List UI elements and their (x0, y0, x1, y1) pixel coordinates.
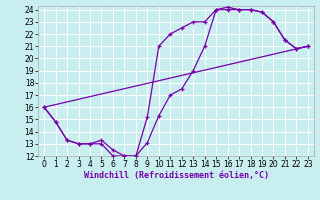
X-axis label: Windchill (Refroidissement éolien,°C): Windchill (Refroidissement éolien,°C) (84, 171, 268, 180)
